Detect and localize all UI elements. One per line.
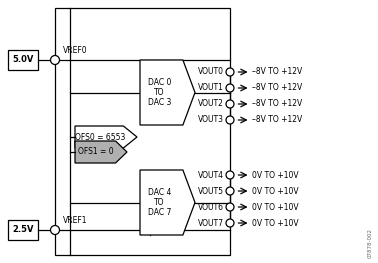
Text: –8V TO +12V: –8V TO +12V — [253, 115, 303, 124]
Circle shape — [226, 171, 234, 179]
Text: DAC 0
TO
DAC 3: DAC 0 TO DAC 3 — [147, 78, 171, 107]
Circle shape — [226, 68, 234, 76]
Text: VOUT6: VOUT6 — [197, 203, 223, 211]
Circle shape — [226, 219, 234, 227]
Text: VOUT4: VOUT4 — [197, 170, 223, 180]
Text: 07878-002: 07878-002 — [368, 228, 373, 258]
Text: VREF1: VREF1 — [62, 216, 87, 225]
Text: VOUT1: VOUT1 — [198, 83, 223, 93]
Text: VOUT7: VOUT7 — [197, 219, 223, 227]
Circle shape — [226, 116, 234, 124]
Text: VOUT2: VOUT2 — [198, 99, 223, 109]
Polygon shape — [75, 126, 137, 148]
Text: 0V TO +10V: 0V TO +10V — [253, 203, 299, 211]
Text: VOUT0: VOUT0 — [197, 68, 223, 77]
Text: –8V TO +12V: –8V TO +12V — [253, 83, 303, 93]
Text: –8V TO +12V: –8V TO +12V — [253, 99, 303, 109]
Text: VOUT5: VOUT5 — [197, 186, 223, 195]
Bar — [8, 50, 38, 70]
Polygon shape — [75, 141, 127, 163]
Circle shape — [51, 55, 59, 64]
Polygon shape — [140, 60, 195, 125]
Text: 0V TO +10V: 0V TO +10V — [253, 170, 299, 180]
Circle shape — [226, 84, 234, 92]
Bar — [55, 8, 230, 255]
Circle shape — [51, 225, 59, 235]
Text: DAC 4
TO
DAC 7: DAC 4 TO DAC 7 — [147, 188, 171, 218]
Text: –8V TO +12V: –8V TO +12V — [253, 68, 303, 77]
Text: OFS1 = 0: OFS1 = 0 — [78, 148, 114, 156]
Text: 2.5V: 2.5V — [12, 225, 34, 235]
Text: VREF0: VREF0 — [62, 46, 87, 55]
Bar — [8, 220, 38, 240]
Text: 0V TO +10V: 0V TO +10V — [253, 219, 299, 227]
Text: VOUT3: VOUT3 — [197, 115, 223, 124]
Circle shape — [226, 203, 234, 211]
Text: 5.0V: 5.0V — [12, 55, 34, 64]
Text: OFS0 = 6553: OFS0 = 6553 — [74, 133, 125, 141]
Polygon shape — [140, 170, 195, 235]
Circle shape — [226, 187, 234, 195]
Circle shape — [226, 100, 234, 108]
Text: 0V TO +10V: 0V TO +10V — [253, 186, 299, 195]
